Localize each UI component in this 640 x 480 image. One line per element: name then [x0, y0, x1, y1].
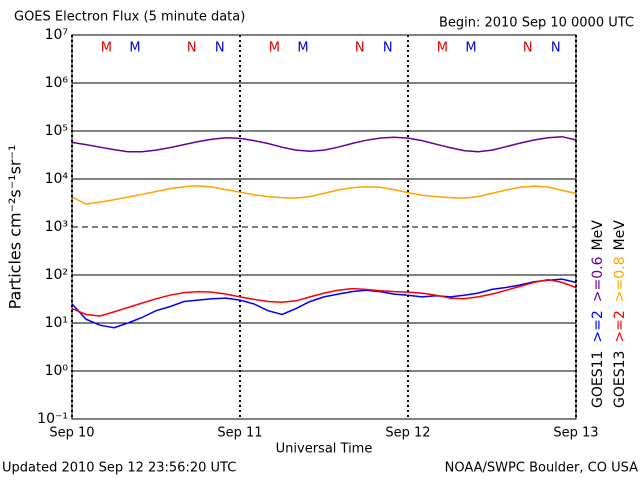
y-tick-label: 10⁻¹: [37, 411, 68, 427]
series-line: [71, 278, 577, 317]
y-tick-label: 10⁰: [45, 363, 69, 379]
legend-entry: >=0.8: [612, 256, 628, 302]
x-tick-label: Sep 13: [553, 426, 598, 441]
local-time-marker: M: [269, 41, 280, 56]
chart-title: GOES Electron Flux (5 minute data): [14, 10, 245, 25]
local-time-marker: N: [523, 41, 533, 56]
series-line: [71, 135, 577, 153]
series-line: [71, 185, 577, 205]
local-time-marker: N: [383, 41, 393, 56]
x-tick-label: Sep 11: [217, 426, 262, 441]
y-tick-label: 10⁴: [45, 171, 69, 187]
local-time-marker: N: [187, 41, 197, 56]
legend-entry: >=2: [590, 310, 606, 342]
x-tick-label: Sep 10: [49, 426, 94, 441]
x-tick-label: Sep 12: [385, 426, 430, 441]
legend-column: GOES13 >=2 >=0.8 MeV: [612, 220, 628, 408]
y-tick-label: 10⁷: [45, 27, 68, 43]
legend-entry: >=2: [612, 310, 628, 342]
x-axis-label: Universal Time: [276, 442, 373, 457]
local-time-marker: M: [465, 41, 476, 56]
local-time-marker: M: [101, 41, 112, 56]
legend-satellite: GOES11: [590, 351, 606, 408]
local-time-marker: M: [437, 41, 448, 56]
footer-right: NOAA/SWPC Boulder, CO USA: [445, 461, 638, 476]
local-time-marker: N: [215, 41, 225, 56]
local-time-marker: M: [297, 41, 308, 56]
local-time-marker: M: [129, 41, 140, 56]
footer-left: Updated 2010 Sep 12 23:56:20 UTC: [2, 461, 236, 476]
chart-subtitle: Begin: 2010 Sep 10 0000 UTC: [439, 16, 634, 31]
series-line: [71, 278, 577, 329]
legend-unit: MeV: [612, 220, 628, 251]
local-time-marker: N: [551, 41, 561, 56]
y-tick-label: 10¹: [45, 315, 68, 331]
legend-entry: >=0.6: [590, 256, 606, 302]
y-tick-label: 10⁵: [45, 123, 68, 139]
legend-column: GOES11 >=2 >=0.6 MeV: [590, 220, 606, 408]
legend-satellite: GOES13: [612, 351, 628, 408]
local-time-marker: N: [355, 41, 365, 56]
plot-frame: [71, 34, 577, 420]
y-tick-label: 10⁶: [45, 75, 69, 91]
y-tick-label: 10³: [45, 219, 68, 235]
y-tick-label: 10²: [45, 267, 68, 283]
y-axis-label: Particles cm⁻²s⁻¹sr⁻¹: [6, 145, 25, 310]
legend-unit: MeV: [590, 220, 606, 251]
